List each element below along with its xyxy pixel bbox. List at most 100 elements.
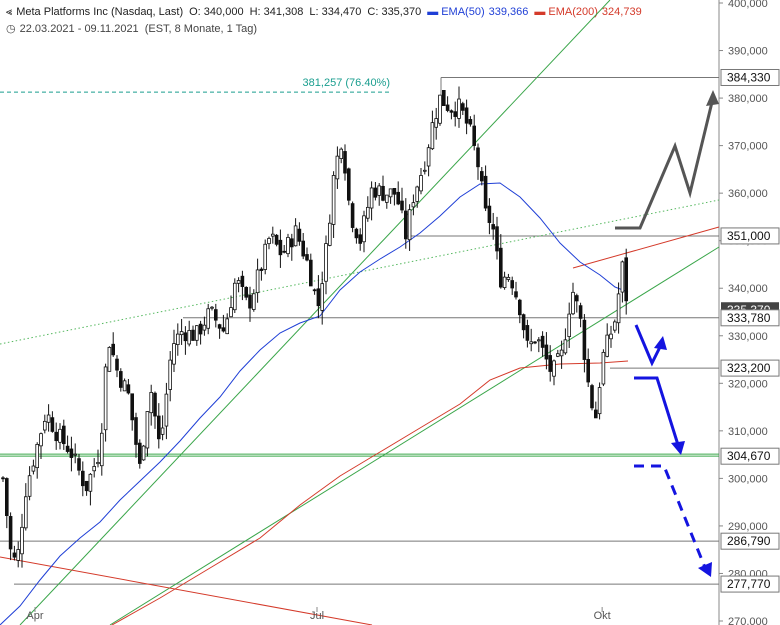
instrument-name: Meta Platforms Inc (Nasdaq, Last) (16, 6, 184, 18)
candle (392, 188, 397, 206)
chart-meta: (EST, 8 Monate, 1 Tag) (144, 23, 257, 35)
candle (130, 393, 135, 431)
candle-body (529, 341, 533, 345)
bearish-arrowhead (671, 441, 685, 455)
candle (510, 276, 514, 295)
candle-body (320, 283, 324, 311)
candle (563, 328, 568, 355)
candle (578, 302, 583, 328)
candle (556, 349, 560, 358)
candle-body (160, 427, 165, 435)
candle (339, 147, 343, 164)
candle (369, 181, 374, 221)
candle-body (31, 465, 36, 472)
candle (31, 459, 36, 475)
candle-body (377, 185, 381, 196)
candle (335, 146, 340, 189)
y-tick-label: 270,000 (728, 616, 768, 625)
candle (343, 144, 347, 181)
candle (388, 188, 393, 204)
candle (441, 90, 446, 106)
candle-body (445, 104, 450, 111)
candle (103, 363, 108, 442)
candle (434, 107, 438, 140)
candle (518, 298, 522, 324)
ema200-swatch: ▬ (534, 6, 546, 18)
candle-body (297, 228, 302, 242)
candle (582, 314, 587, 373)
candle (202, 316, 207, 336)
candle-body (8, 516, 13, 550)
candle (552, 359, 556, 386)
candle (457, 86, 461, 128)
candle-body (540, 335, 545, 348)
ema200-label: EMA(200) (548, 6, 598, 18)
candle-body (483, 175, 488, 209)
candle (210, 306, 214, 311)
candle-body (236, 280, 241, 284)
ema50-line (0, 182, 629, 625)
level-tag-label: 384,330 (727, 70, 771, 84)
candle (198, 320, 203, 345)
candle (506, 273, 511, 282)
candle (487, 198, 492, 235)
candle (289, 233, 294, 261)
candle-body (457, 98, 461, 119)
candle (521, 313, 526, 339)
level-tag-box (720, 68, 780, 86)
candle (179, 318, 184, 345)
candle-body (43, 420, 47, 431)
candle-body (331, 175, 336, 225)
candle (77, 454, 81, 476)
candle-body (430, 122, 435, 150)
candle-body (62, 425, 66, 445)
axes: 270,000280,000290,000300,000310,000320,0… (26, 0, 767, 625)
candle-body (556, 353, 560, 357)
projection-arrows (615, 90, 719, 577)
candle-body (620, 261, 625, 293)
candle (54, 422, 58, 450)
candle (586, 348, 590, 387)
candle (498, 234, 503, 289)
candle (567, 302, 571, 348)
candle-body (537, 339, 541, 342)
candle (308, 253, 313, 287)
candle (377, 183, 381, 206)
candle (479, 166, 484, 186)
candle (438, 94, 442, 126)
open-value: O: 340,000 (189, 6, 244, 18)
candle (126, 379, 131, 395)
candle (293, 218, 298, 247)
candle-body (282, 250, 286, 253)
candle-body (1, 477, 5, 480)
candle-body (468, 119, 473, 125)
candle-body (293, 225, 298, 247)
candle (100, 423, 104, 476)
y-tick-label: 360,000 (728, 188, 768, 200)
candle (373, 182, 378, 201)
candle-body (514, 291, 518, 298)
candle-body (92, 466, 97, 472)
candle-body (263, 243, 267, 270)
candle-body (479, 171, 484, 182)
candle-body (145, 411, 150, 449)
candle-body (35, 444, 39, 469)
y-tick-label: 390,000 (728, 46, 768, 58)
candle-body (400, 200, 404, 211)
candle (316, 275, 321, 319)
candle-body (441, 90, 446, 106)
candle-body (365, 206, 370, 219)
candle (43, 414, 47, 434)
bullish-arrowhead (706, 90, 719, 106)
extended-bearish-arrowhead (698, 562, 712, 577)
date-range: 22.03.2021 - 09.11.2021 (19, 23, 139, 35)
candle (346, 167, 351, 206)
candle-body (168, 359, 173, 390)
candle (225, 313, 230, 335)
candle (137, 439, 142, 469)
candle (1, 476, 5, 483)
candle-body (434, 118, 438, 128)
candle-body (267, 238, 271, 245)
candle-body (559, 349, 564, 357)
candle (187, 320, 192, 347)
